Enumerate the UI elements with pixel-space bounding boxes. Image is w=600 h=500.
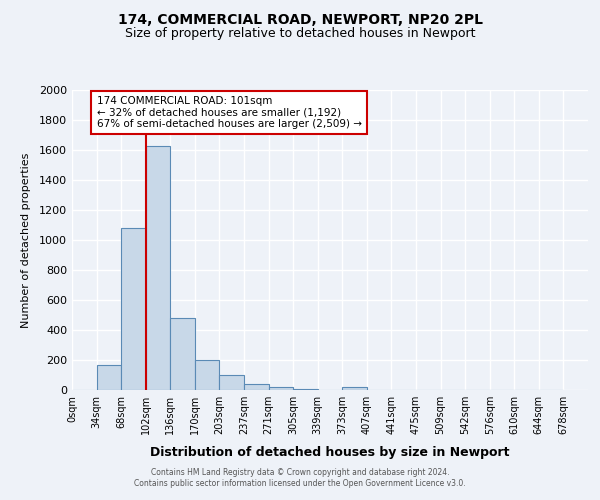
Bar bbox=[121, 228, 146, 390]
Bar bbox=[195, 360, 220, 390]
Text: Contains HM Land Registry data © Crown copyright and database right 2024.
Contai: Contains HM Land Registry data © Crown c… bbox=[134, 468, 466, 487]
Bar bbox=[170, 318, 195, 390]
Text: 174, COMMERCIAL ROAD, NEWPORT, NP20 2PL: 174, COMMERCIAL ROAD, NEWPORT, NP20 2PL bbox=[118, 12, 482, 26]
Bar bbox=[293, 388, 318, 390]
Bar bbox=[342, 387, 367, 390]
Bar bbox=[269, 387, 293, 390]
Bar bbox=[220, 375, 244, 390]
Text: Size of property relative to detached houses in Newport: Size of property relative to detached ho… bbox=[125, 28, 475, 40]
Bar bbox=[244, 384, 269, 390]
Bar bbox=[97, 364, 121, 390]
Text: Distribution of detached houses by size in Newport: Distribution of detached houses by size … bbox=[150, 446, 510, 459]
Bar bbox=[146, 146, 170, 390]
Text: 174 COMMERCIAL ROAD: 101sqm
← 32% of detached houses are smaller (1,192)
67% of : 174 COMMERCIAL ROAD: 101sqm ← 32% of det… bbox=[97, 96, 362, 129]
Y-axis label: Number of detached properties: Number of detached properties bbox=[20, 152, 31, 328]
